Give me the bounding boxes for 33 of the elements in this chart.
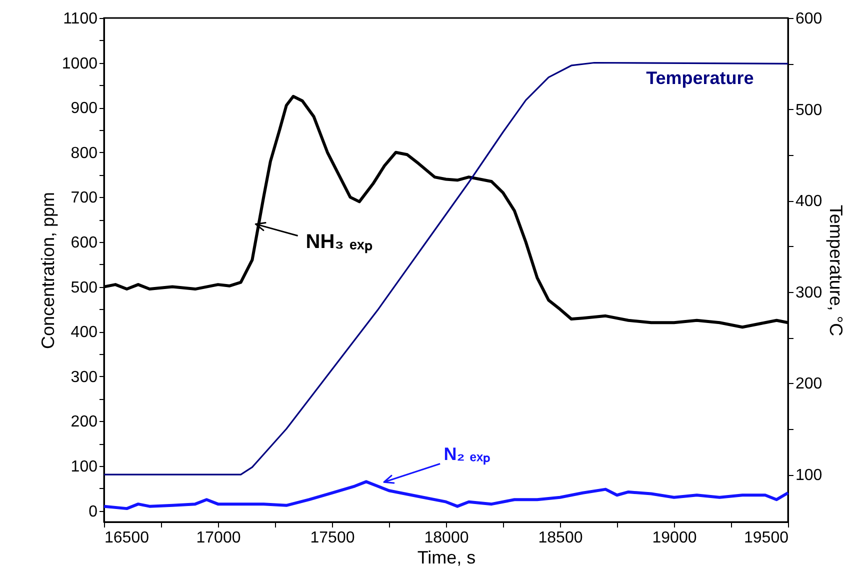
y2-tick-label: 600 (796, 10, 822, 28)
x-tick-label: 18500 (538, 530, 583, 546)
y-tick-label: 300 (70, 368, 98, 386)
x-tick-label: 18000 (424, 530, 469, 546)
y-tick-label: 700 (70, 190, 98, 207)
y-tick-label: 1000 (62, 55, 98, 72)
legend-label: NH₃ ₑₓₚ (306, 231, 372, 254)
y-tick-label: 1100 (63, 10, 98, 28)
y2-tick-label: 400 (796, 193, 822, 210)
y-tick-label: 0 (88, 503, 98, 520)
x-tick-label: 19500 (744, 530, 789, 546)
y2-tick-label: 200 (796, 376, 822, 393)
x-axis-title: Time, s (417, 548, 476, 568)
text: N₂ ₑₓₚ (444, 444, 490, 465)
series-label: Temperature (646, 68, 754, 88)
y2-tick-label: 300 (796, 284, 822, 302)
x-tick-label: 19000 (652, 530, 697, 546)
y-tick-label: 600 (70, 234, 98, 252)
x-tick-label: 17000 (196, 530, 241, 546)
x-tick-label: 16500 (104, 530, 150, 546)
y-tick-label: 800 (70, 144, 98, 162)
line-series (103, 62, 789, 476)
line-series (102, 480, 790, 510)
y-tick-label: 100 (70, 458, 98, 476)
y-tick-label: 500 (70, 279, 98, 296)
y-tick-label: 900 (70, 100, 98, 118)
y2-axis-title: Temperature, °C (826, 204, 846, 336)
y2-tick-label: 100 (796, 467, 822, 484)
y2-tick-label: 500 (796, 102, 822, 119)
x-tick-label: 17500 (310, 530, 355, 546)
y-axis-title: Concentration, ppm (38, 192, 58, 350)
y-tick-label: 200 (70, 414, 98, 431)
y-tick-label: 400 (70, 324, 98, 342)
